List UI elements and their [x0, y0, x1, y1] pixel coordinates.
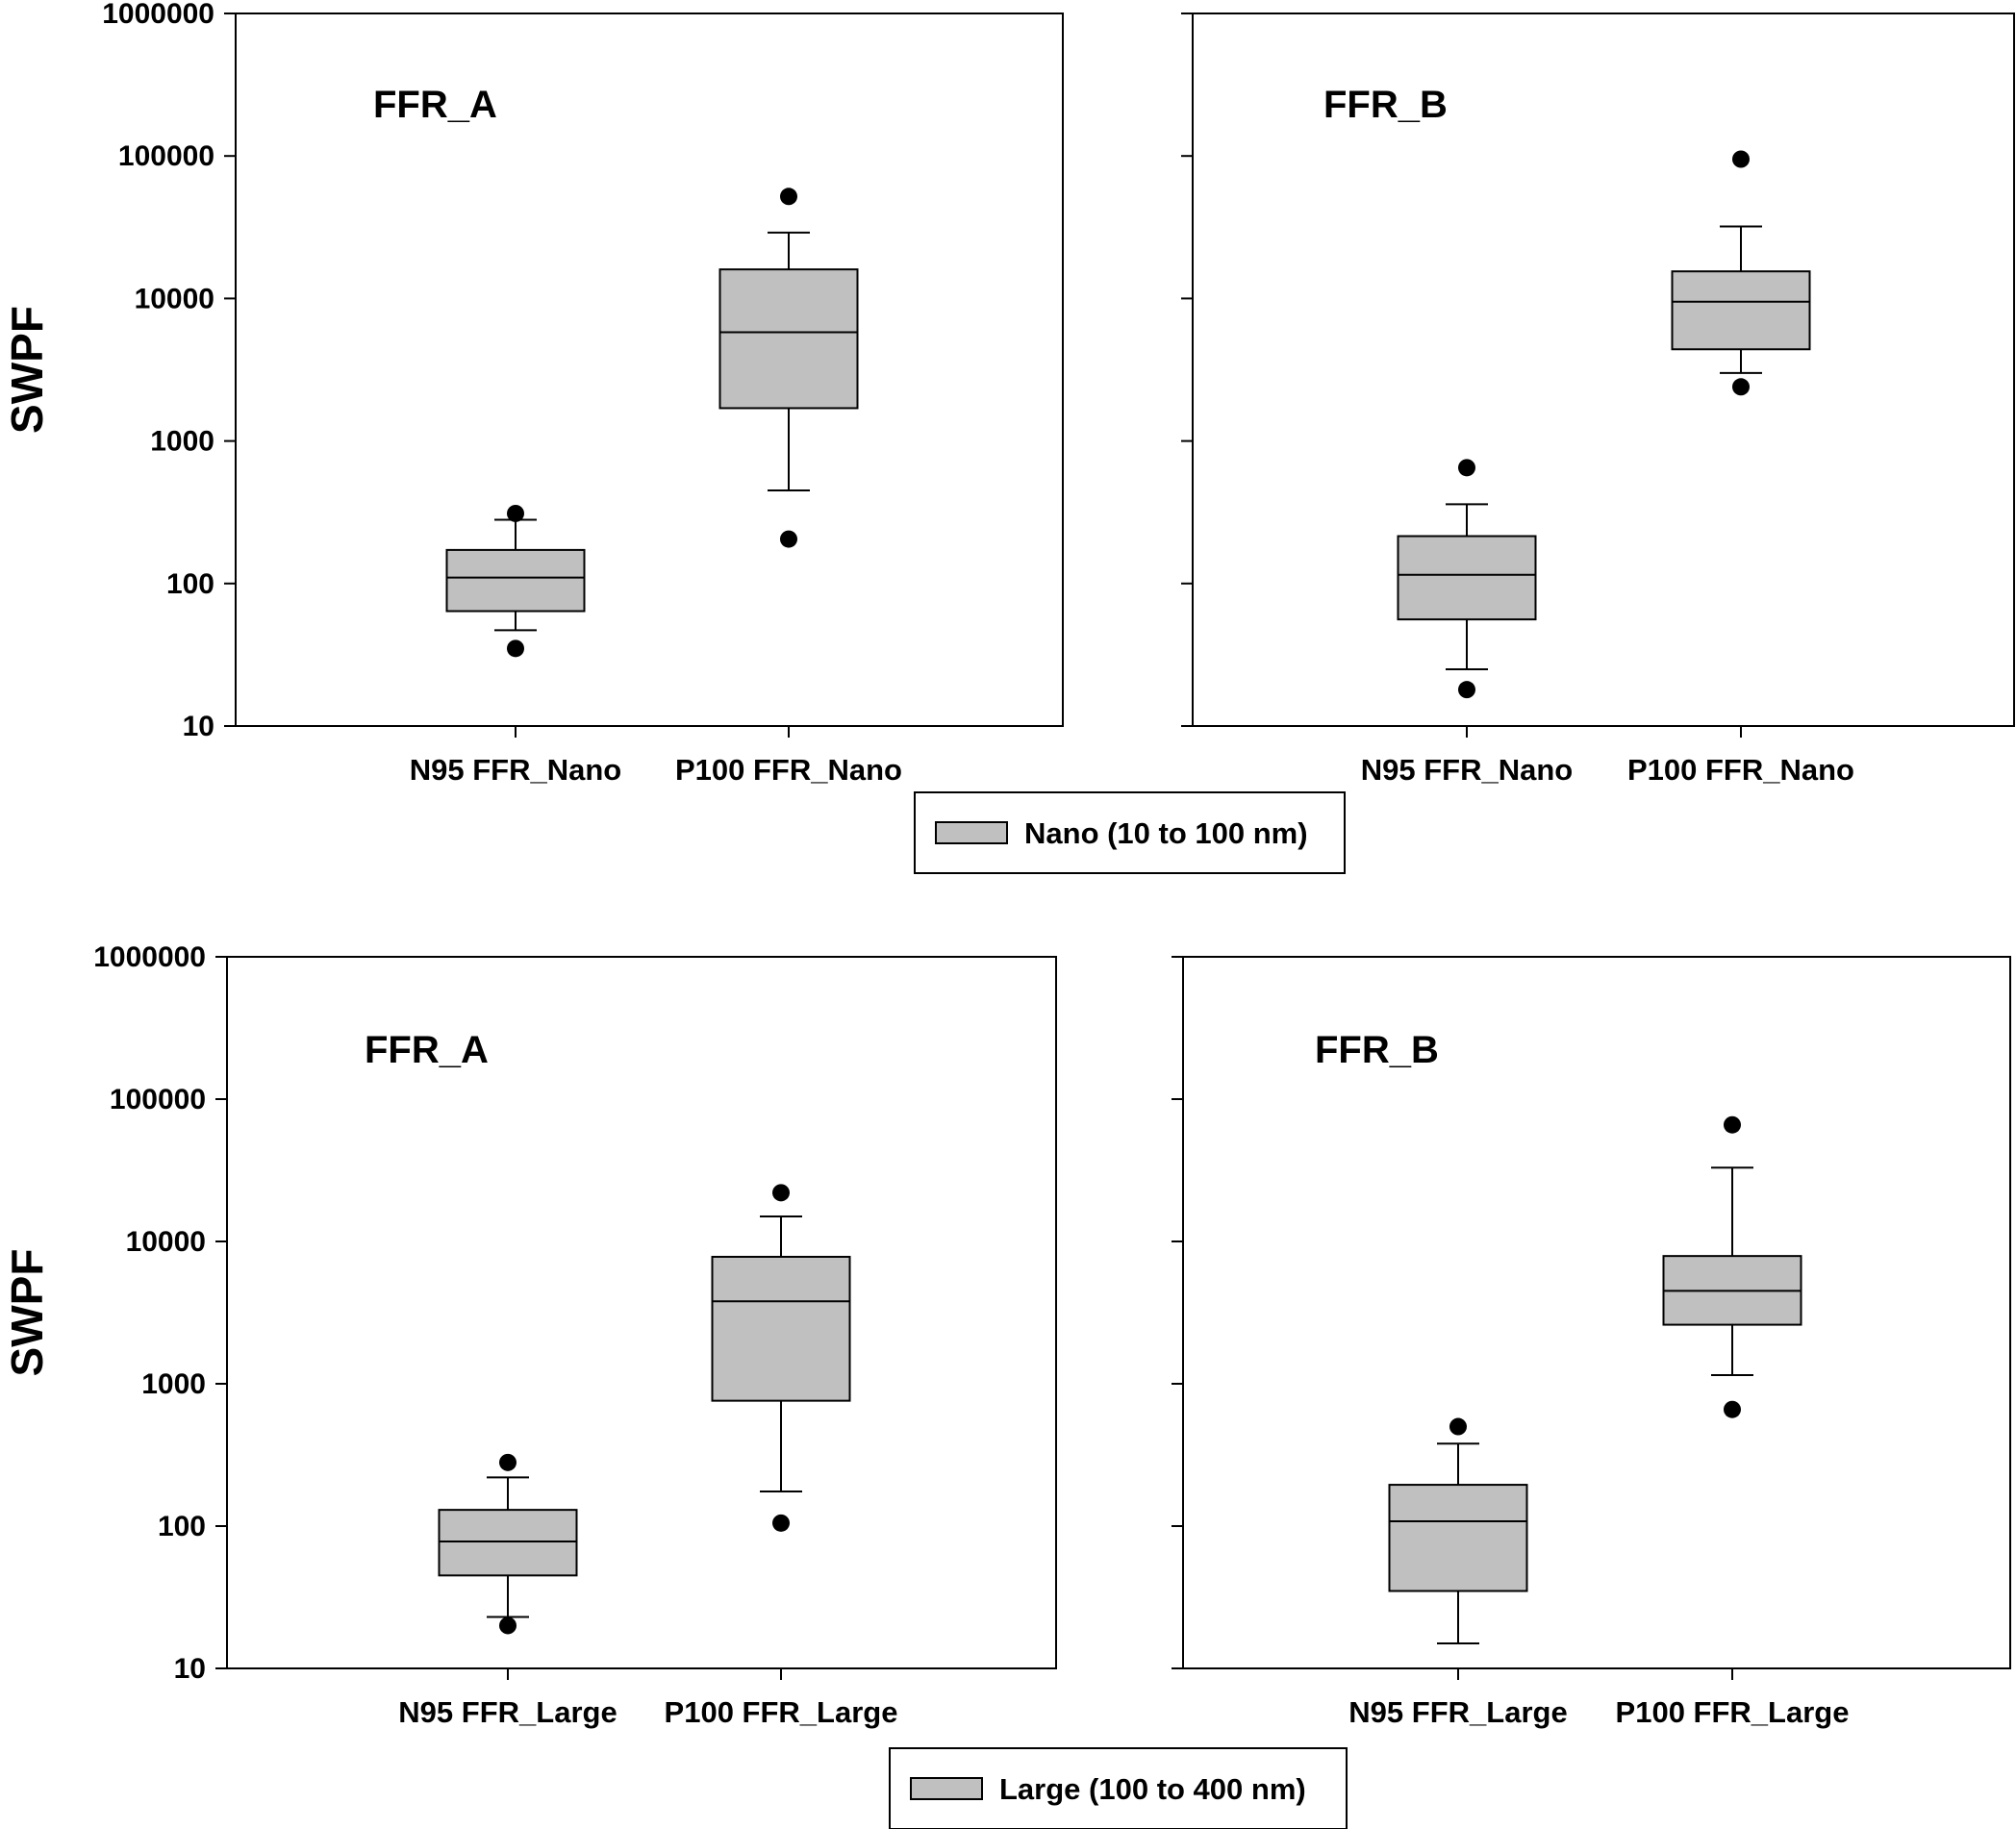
y-tick-label: 1000000 — [93, 941, 206, 973]
plot-frame — [235, 13, 1064, 727]
plot-frame — [1182, 956, 2011, 1669]
y-tick-label: 10 — [174, 1653, 206, 1685]
outlier-point — [1449, 1417, 1467, 1436]
legend-2: Large (100 to 400 nm) — [889, 1747, 1348, 1829]
panel-title: FFR_A — [373, 84, 497, 126]
y-tick-label: 10 — [183, 711, 214, 742]
box-iqr — [711, 1255, 851, 1402]
outlier-point — [507, 504, 524, 522]
outlier-point — [1732, 150, 1750, 168]
outlier-point — [1458, 681, 1475, 699]
outlier-point — [780, 188, 797, 206]
y-tick-label: 100000 — [110, 1084, 206, 1115]
outlier-point — [780, 530, 797, 548]
box-1 — [445, 504, 586, 658]
outlier-point — [1458, 459, 1475, 477]
outlier-point — [772, 1514, 790, 1532]
panel-3: 10 100 1000 10000 100000 1000000 N95 FFR_Large… — [2, 941, 1057, 1729]
box-2 — [1662, 1115, 1802, 1418]
y-tick-label: 10000 — [126, 1226, 206, 1258]
y-axis-label: SWPF — [2, 1249, 52, 1377]
box-iqr — [1671, 270, 1811, 351]
y-tick-label: 100000 — [118, 140, 214, 172]
outlier-point — [772, 1184, 790, 1202]
x-tick-label: P100 FFR_Nano — [1627, 753, 1854, 787]
box-2 — [711, 1184, 851, 1532]
outlier-point — [507, 639, 524, 658]
x-tick-label: N95 FFR_Nano — [1361, 753, 1573, 787]
outlier-point — [1732, 378, 1750, 396]
x-tick-label: P100 FFR_Nano — [675, 753, 902, 787]
y-tick-label: 1000000 — [102, 0, 214, 30]
x-tick-label: P100 FFR_Large — [665, 1695, 898, 1729]
panel-1: 10 100 1000 10000 100000 1000000 N95 FFR_Nano P… — [2, 0, 1064, 787]
panel-2: N95 FFR_Nano P100 FFR_Nano FFR_B — [1181, 13, 2015, 787]
box-2 — [1671, 150, 1811, 396]
outlier-point — [1724, 1115, 1741, 1134]
box-1 — [438, 1453, 578, 1635]
legend-swatch — [910, 1777, 983, 1800]
y-axis-label: SWPF — [2, 306, 52, 434]
box-iqr — [438, 1509, 578, 1577]
box-iqr — [718, 268, 859, 410]
box-iqr — [1388, 1484, 1528, 1592]
box-iqr — [445, 548, 586, 613]
legend-label: Large (100 to 400 nm) — [999, 1772, 1306, 1806]
y-tick-label: 100 — [166, 568, 214, 600]
outlier-point — [499, 1616, 517, 1635]
legend-label: Nano (10 to 100 nm) — [1024, 816, 1308, 850]
legend-1: Nano (10 to 100 nm) — [914, 791, 1346, 874]
x-tick-label: N95 FFR_Large — [398, 1695, 617, 1729]
panel-title: FFR_B — [1315, 1029, 1439, 1071]
panel-title: FFR_B — [1323, 84, 1448, 126]
legend-swatch — [935, 821, 1008, 844]
x-tick-label: P100 FFR_Large — [1616, 1695, 1850, 1729]
box-1 — [1397, 459, 1537, 699]
plot-frame — [226, 956, 1057, 1669]
y-tick-label: 1000 — [150, 426, 214, 458]
outlier-point — [1724, 1400, 1741, 1418]
outlier-point — [499, 1453, 517, 1471]
x-tick-label: N95 FFR_Large — [1348, 1695, 1567, 1729]
box-iqr — [1397, 535, 1537, 621]
y-tick-label: 10000 — [135, 283, 214, 314]
y-tick-label: 1000 — [141, 1368, 206, 1400]
box-2 — [718, 188, 859, 548]
x-tick-label: N95 FFR_Nano — [410, 753, 621, 787]
box-1 — [1388, 1417, 1528, 1644]
y-tick-label: 100 — [158, 1511, 206, 1542]
panel-4: N95 FFR_Large P100 FFR_Large FFR_B — [1172, 956, 2011, 1729]
panel-title: FFR_A — [365, 1029, 489, 1071]
plot-frame — [1192, 13, 2015, 727]
